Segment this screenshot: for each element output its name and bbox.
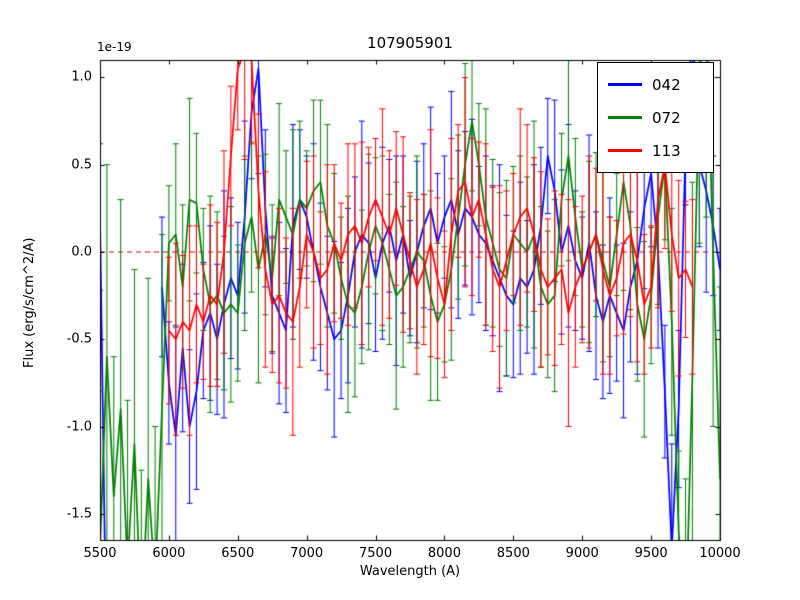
x-tick-label: 6500: [221, 546, 255, 561]
y-tick-label: -0.5: [66, 331, 92, 347]
y-axis-label: Flux (erg/s/cm^2/A): [22, 237, 37, 368]
legend-line-sample: [608, 116, 642, 119]
legend-line-sample: [608, 83, 642, 86]
legend-label: 113: [652, 141, 681, 160]
x-tick-label: 6000: [152, 546, 186, 561]
x-tick-label: 8000: [427, 546, 461, 561]
x-tick-label: 7500: [359, 546, 393, 561]
x-axis-label: Wavelength (A): [359, 564, 461, 579]
chart-title: 107905901: [367, 34, 453, 52]
legend-label: 042: [652, 75, 681, 94]
y-tick-label: 1.0: [71, 69, 92, 85]
legend-label: 072: [652, 108, 681, 127]
legend-entry: 072: [608, 101, 703, 134]
y-tick-label: -1.5: [66, 506, 92, 522]
x-tick-label: 9000: [565, 546, 599, 561]
x-tick-label: 10000: [699, 546, 741, 561]
y-tick-label: 0.0: [71, 244, 92, 260]
x-tick-label: 8500: [496, 546, 530, 561]
y-tick-label: 0.5: [71, 157, 92, 173]
legend-line-sample: [608, 149, 642, 152]
legend-entry: 042: [608, 68, 703, 101]
y-offset-label: 1e-19: [97, 40, 132, 54]
x-tick-label: 9500: [634, 546, 668, 561]
y-tick-label: -1.0: [66, 419, 92, 435]
legend: 042 072 113: [597, 62, 714, 173]
x-tick-label: 7000: [290, 546, 324, 561]
x-tick-label: 5500: [83, 546, 117, 561]
legend-entry: 113: [608, 134, 703, 167]
